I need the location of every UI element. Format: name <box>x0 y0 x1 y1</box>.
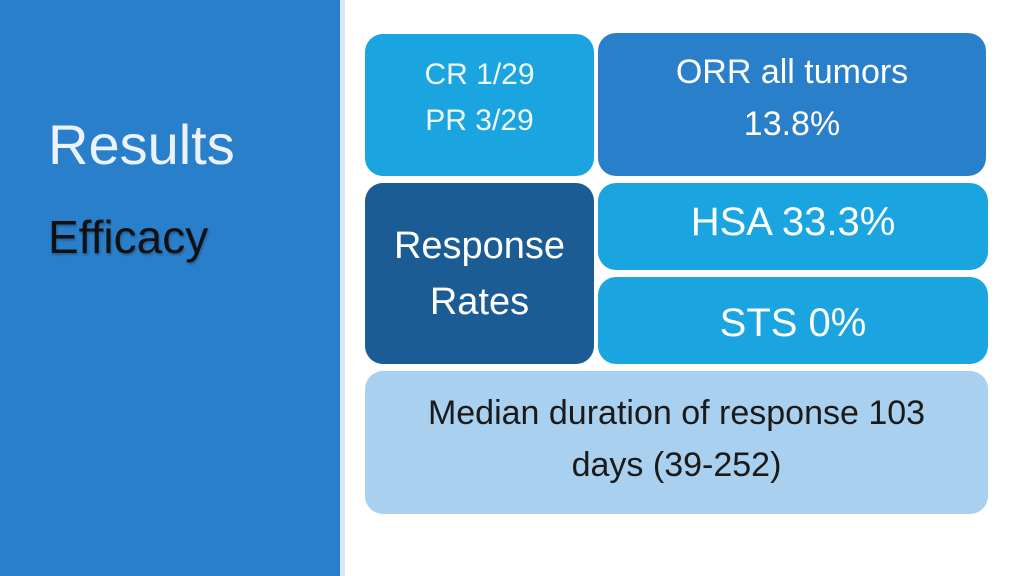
hsa-text: HSA 33.3% <box>690 200 896 244</box>
orr-box: ORR all tumors 13.8% <box>598 33 986 176</box>
slide-subtitle: Efficacy <box>48 211 209 263</box>
slide-title: Results <box>48 113 235 176</box>
orr-value: 13.8% <box>743 104 841 143</box>
hsa-box: HSA 33.3% <box>598 183 988 270</box>
response-rates-line1: Response <box>393 224 566 267</box>
sts-box: STS 0% <box>598 277 988 364</box>
median-duration-line1: Median duration of response 103 <box>427 393 926 432</box>
sidebar-panel <box>0 0 340 576</box>
median-duration-box: Median duration of response 103 days (39… <box>365 371 988 514</box>
pr-text: PR 3/29 <box>425 104 534 137</box>
median-duration-line2: days (39-252) <box>571 445 782 484</box>
sidebar-divider <box>340 0 345 576</box>
sts-text: STS 0% <box>719 301 867 345</box>
cr-pr-box: CR 1/29 PR 3/29 <box>365 34 594 176</box>
response-rates-line2: Rates <box>429 280 530 323</box>
cr-text: CR 1/29 <box>424 58 535 91</box>
orr-label: ORR all tumors <box>675 52 909 91</box>
response-rates-box: Response Rates <box>365 183 594 364</box>
